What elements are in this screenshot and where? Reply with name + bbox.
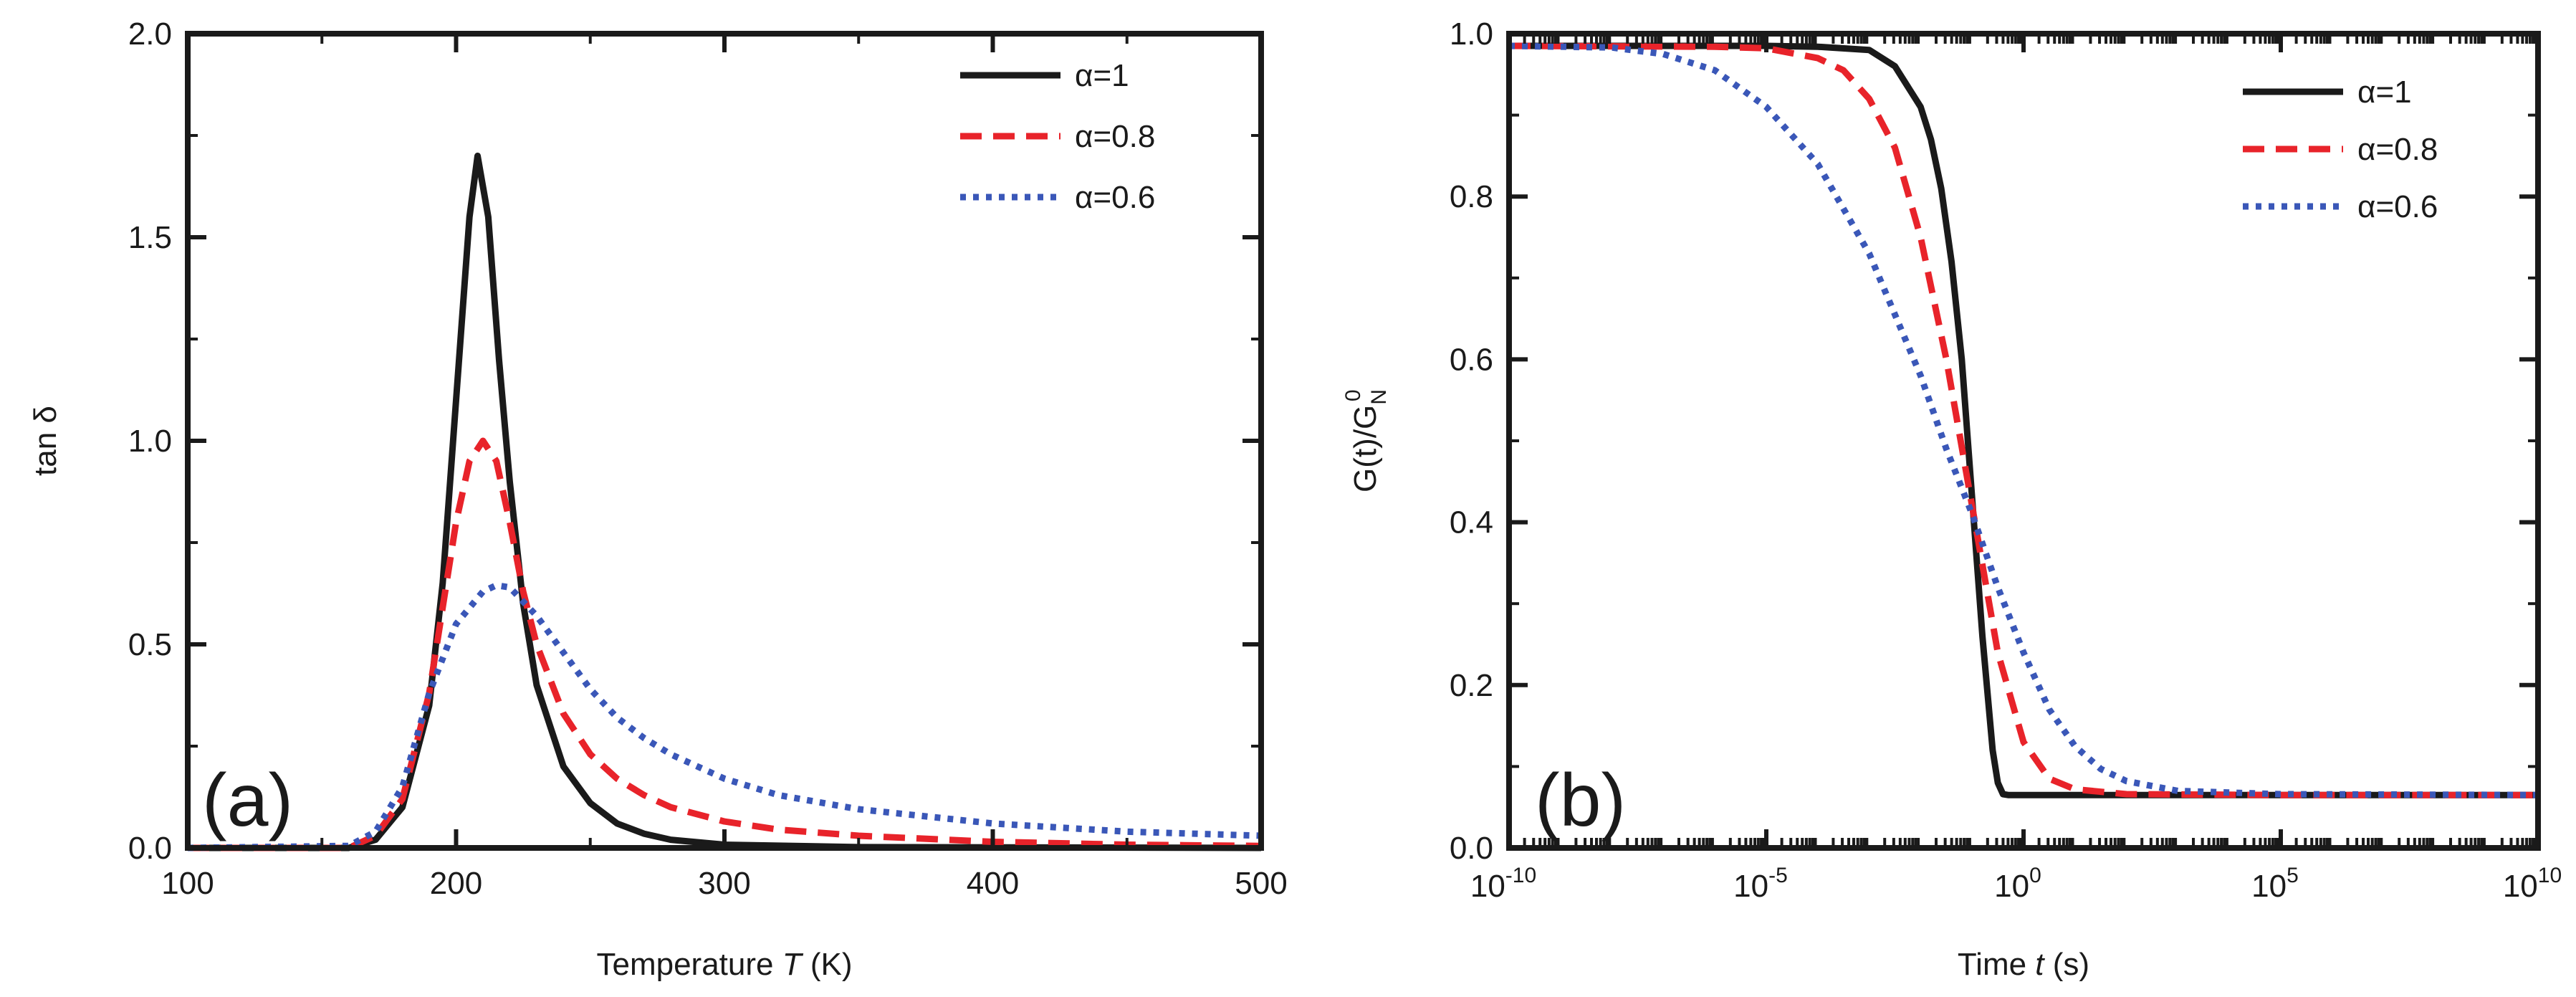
panel-a-series-line-alpha-0-8 [188,437,1262,851]
panel-a-x-tick-label: 100 [161,866,214,901]
panel-b: 10-10 10-5 100 105 1010 0.0 0.2 0.4 0.6 0.8 1.0 (b… [1341,16,2562,982]
panel-a-series [187,152,1262,851]
panel-a: 100 200 300 400 500 0.0 0.5 1.0 1.5 2.0 (a) Tempe… [28,16,1288,982]
panel-a-series-line-alpha-1 [188,152,1262,851]
panel-a-tick-labels: 100 200 300 400 500 0.0 0.5 1.0 1.5 2.0 [128,16,1288,901]
panel-b-label: (b) [1535,759,1626,842]
panel-b-x-tick-label: 100 [1994,864,2041,904]
panel-a-frame [185,31,1264,851]
panel-b-tick-labels: 10-10 10-5 100 105 1010 0.0 0.2 0.4 0.6 0.8 1.0 [1450,16,2562,904]
panel-b-x-tick-label: 105 [2251,864,2299,904]
panel-a-ticks [186,32,1263,850]
panel-b-y-axis-label: G(t)/GN0 [1341,389,1391,492]
panel-b-series-line-alpha-0-6 [1508,42,2539,798]
panel-a-y-tick-label: 1.5 [128,220,172,255]
panel-b-ticks [1507,32,2540,850]
panel-b-x-tick-label: 1010 [2503,864,2562,904]
panel-a-label: (a) [202,759,293,842]
panel-a-x-tick-label: 300 [698,866,750,901]
panel-a-y-tick-label: 1.0 [128,424,172,459]
panel-b-y-tick-label: 1.0 [1450,16,1493,52]
panel-b-legend-label-alpha-1: α=1 [2357,75,2412,110]
panel-b-x-tick-label: 10-10 [1470,864,1536,904]
panel-a-legend: α=1 α=0.8 α=0.6 [960,58,1155,215]
panel-a-legend-label-alpha-0-6: α=0.6 [1075,180,1155,215]
panel-b-legend-label-alpha-0-8: α=0.8 [2357,132,2438,167]
panel-a-x-tick-label: 500 [1235,866,1287,901]
panel-b-legend-label-alpha-0-6: α=0.6 [2357,189,2438,224]
panel-b-y-tick-label: 0.0 [1450,831,1493,866]
panel-b-series-line-alpha-0-8 [1508,42,2538,798]
panel-a-x-tick-label: 400 [967,866,1019,901]
panel-a-y-tick-label: 0.5 [128,627,172,662]
panel-a-x-tick-label: 200 [430,866,482,901]
panel-a-y-axis-label: tan δ [28,406,63,476]
panel-b-series [1508,42,2539,798]
panel-a-series-line-alpha-0-6 [187,582,1262,851]
panel-b-y-tick-label: 0.6 [1450,342,1493,377]
panel-a-legend-label-alpha-0-8: α=0.8 [1075,119,1155,154]
panel-b-x-tick-label: 10-5 [1733,864,1788,904]
panel-b-y-tick-label: 0.8 [1450,179,1493,214]
panel-a-y-tick-label: 2.0 [128,16,172,52]
panel-b-y-tick-label: 0.4 [1450,505,1493,540]
panel-a-y-tick-label: 0.0 [128,831,172,866]
panel-b-series-line-alpha-1 [1509,42,2538,798]
panel-b-x-axis-label: Time t (s) [1958,947,2089,982]
panel-a-x-axis-label: Temperature T (K) [596,947,852,982]
panel-b-legend: α=1 α=0.8 α=0.6 [2243,75,2438,224]
panel-a-legend-label-alpha-1: α=1 [1075,58,1129,93]
panel-b-y-tick-label: 0.2 [1450,668,1493,703]
